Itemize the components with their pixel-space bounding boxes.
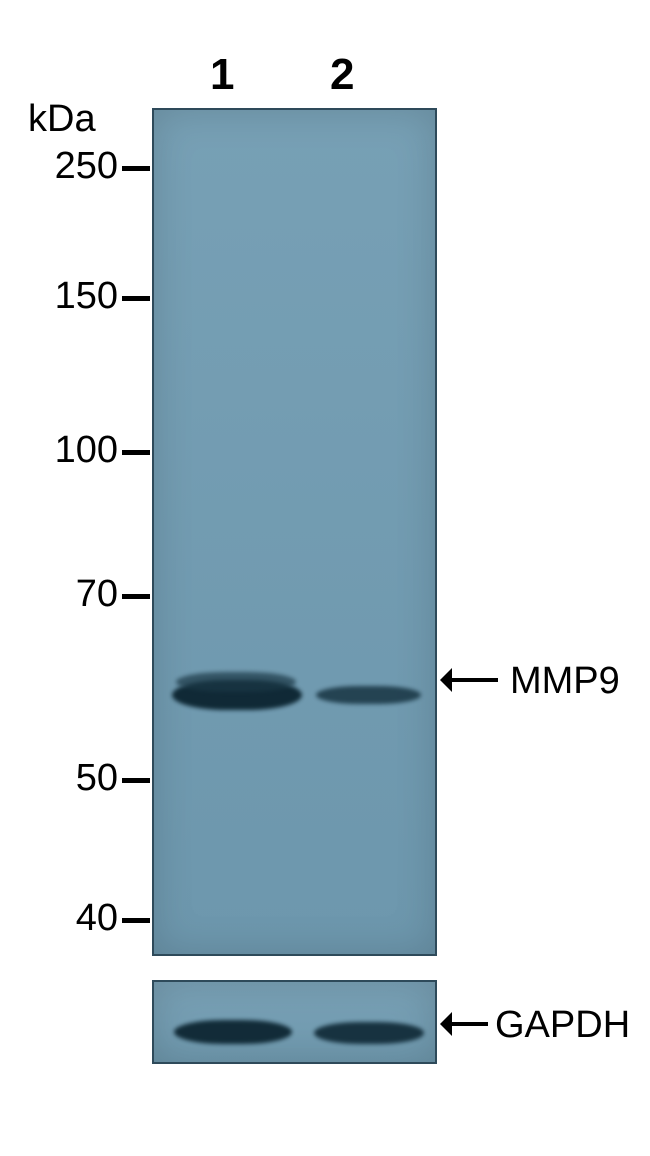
target-label-mmp9: MMP9 (510, 660, 620, 703)
mw-label-100: 100 (55, 429, 118, 472)
arrow-head-gapdh (440, 1012, 452, 1036)
arrow-line-gapdh (452, 1022, 488, 1026)
mw-label-250: 250 (55, 145, 118, 188)
mw-label-150: 150 (55, 275, 118, 318)
band-lane2 (316, 686, 421, 704)
arrow-head-mmp9 (440, 668, 452, 692)
mw-tick-150 (122, 296, 150, 301)
blot-vignette (154, 110, 435, 954)
band-lane1 (174, 1020, 292, 1044)
mw-tick-70 (122, 594, 150, 599)
mw-tick-100 (122, 450, 150, 455)
kda-unit-label: kDa (28, 98, 96, 141)
arrow-line-mmp9 (452, 678, 498, 682)
main-blot-membrane (152, 108, 437, 956)
mw-label-70: 70 (76, 573, 118, 616)
lane-label-2: 2 (330, 50, 354, 100)
lane-label-1: 1 (210, 50, 234, 100)
band-lane1 (176, 672, 296, 692)
loading-control-membrane (152, 980, 437, 1064)
mw-label-50: 50 (76, 757, 118, 800)
western-blot-figure: kDa 1 2 250 150 100 70 50 40 MMP9 GAPDH (0, 0, 650, 1156)
band-lane2 (314, 1022, 424, 1044)
target-label-gapdh: GAPDH (495, 1004, 630, 1047)
mw-label-40: 40 (76, 897, 118, 940)
mw-tick-250 (122, 166, 150, 171)
mw-tick-50 (122, 778, 150, 783)
mw-tick-40 (122, 918, 150, 923)
